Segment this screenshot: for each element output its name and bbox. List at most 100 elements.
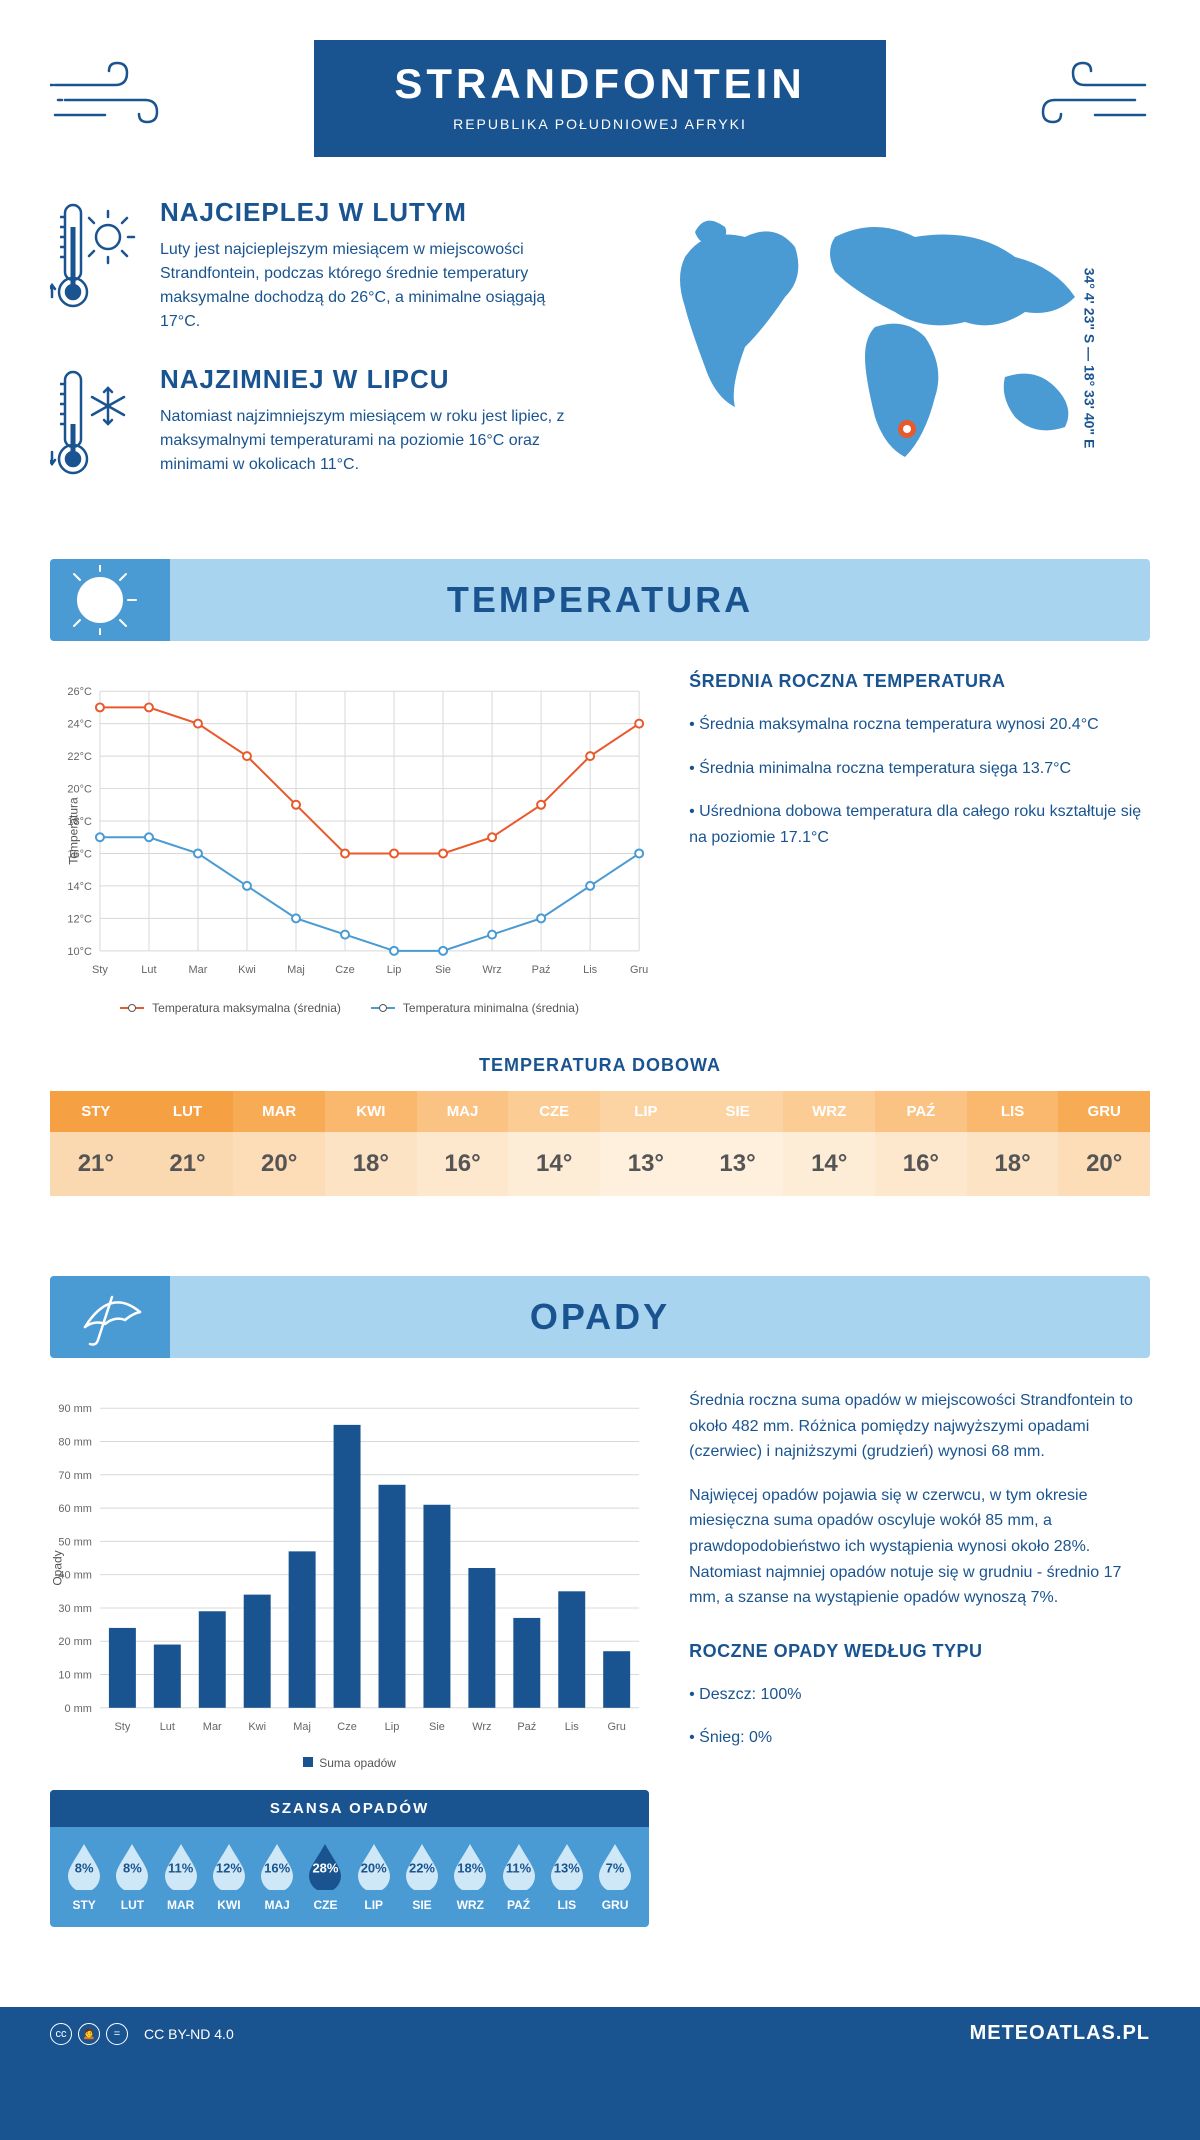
- site-name: METEOATLAS.PL: [970, 2022, 1150, 2045]
- chance-cell: 11% MAR: [157, 1842, 205, 1912]
- umbrella-icon: [50, 1276, 170, 1358]
- warmest-title: NAJCIEPLEJ W LUTYM: [160, 197, 580, 228]
- warmest-block: NAJCIEPLEJ W LUTYM Luty jest najcieplejs…: [50, 197, 580, 334]
- rain-chance-box: SZANSA OPADÓW 8% STY 8% LUT: [50, 1790, 649, 1927]
- svg-text:20°C: 20°C: [67, 784, 92, 796]
- sun-icon: [50, 559, 170, 641]
- svg-text:Mar: Mar: [189, 964, 208, 976]
- precip-bar-chart: Opady 0 mm10 mm20 mm30 mm40 mm50 mm60 mm…: [50, 1388, 649, 1748]
- svg-text:Lis: Lis: [583, 964, 598, 976]
- svg-text:30 mm: 30 mm: [58, 1603, 92, 1615]
- svg-text:10 mm: 10 mm: [58, 1670, 92, 1682]
- daily-cell: MAJ 16°: [417, 1091, 509, 1196]
- coldest-text: Natomiast najzimniejszym miesiącem w rok…: [160, 405, 580, 477]
- daily-cell: PAŹ 16°: [875, 1091, 967, 1196]
- svg-text:0 mm: 0 mm: [65, 1703, 92, 1715]
- svg-text:Gru: Gru: [630, 964, 648, 976]
- coldest-block: NAJZIMNIEJ W LIPCU Natomiast najzimniejs…: [50, 364, 580, 489]
- svg-text:Lip: Lip: [385, 1721, 400, 1733]
- temperature-line-chart: Temperatura 10°C12°C14°C16°C18°C20°C22°C…: [50, 671, 649, 991]
- temperature-title: TEMPERATURA: [80, 579, 1120, 621]
- license-text: CC BY-ND 4.0: [144, 2026, 234, 2042]
- svg-text:Lip: Lip: [387, 964, 402, 976]
- wind-icon: [50, 50, 180, 145]
- coordinates: 34° 4' 23" S — 18° 33' 40" E: [1082, 268, 1098, 449]
- svg-text:20 mm: 20 mm: [58, 1636, 92, 1648]
- precip-title: OPADY: [80, 1296, 1120, 1338]
- svg-text:Wrz: Wrz: [482, 964, 501, 976]
- header: STRANDFONTEIN REPUBLIKA POŁUDNIOWEJ AFRY…: [50, 40, 1150, 157]
- svg-text:Cze: Cze: [335, 964, 355, 976]
- svg-text:Maj: Maj: [293, 1721, 311, 1733]
- daily-cell: WRZ 14°: [783, 1091, 875, 1196]
- thermometer-sun-icon: [50, 197, 140, 334]
- coldest-title: NAJZIMNIEJ W LIPCU: [160, 364, 580, 395]
- page-subtitle: REPUBLIKA POŁUDNIOWEJ AFRYKI: [394, 116, 805, 132]
- chance-cell: 13% LIS: [543, 1842, 591, 1912]
- precip-section-banner: OPADY: [50, 1276, 1150, 1358]
- temp-legend: Temperatura maksymalna (średnia) Tempera…: [50, 1001, 649, 1015]
- chance-cell: 7% GRU: [591, 1842, 639, 1912]
- daily-cell: STY 21°: [50, 1091, 142, 1196]
- daily-cell: CZE 14°: [508, 1091, 600, 1196]
- svg-text:Lut: Lut: [141, 964, 156, 976]
- warmest-text: Luty jest najcieplejszym miesiącem w mie…: [160, 238, 580, 334]
- daily-cell: LIS 18°: [967, 1091, 1059, 1196]
- chance-cell: 22% SIE: [398, 1842, 446, 1912]
- chance-cell: 16% MAJ: [253, 1842, 301, 1912]
- svg-text:Paź: Paź: [517, 1721, 536, 1733]
- thermometer-snow-icon: [50, 364, 140, 489]
- precip-ylabel: Opady: [51, 1550, 65, 1585]
- svg-text:50 mm: 50 mm: [58, 1536, 92, 1548]
- daily-cell: MAR 20°: [233, 1091, 325, 1196]
- temp-stats-title: ŚREDNIA ROCZNA TEMPERATURA: [689, 671, 1150, 692]
- svg-text:Sie: Sie: [429, 1721, 445, 1733]
- svg-text:10°C: 10°C: [67, 946, 92, 958]
- svg-text:Cze: Cze: [337, 1721, 357, 1733]
- chance-cell: 28% CZE: [301, 1842, 349, 1912]
- daily-cell: SIE 13°: [692, 1091, 784, 1196]
- svg-text:90 mm: 90 mm: [58, 1403, 92, 1415]
- svg-text:Sie: Sie: [435, 964, 451, 976]
- svg-text:Sty: Sty: [114, 1721, 130, 1733]
- temp-stats: ŚREDNIA ROCZNA TEMPERATURA • Średnia mak…: [689, 671, 1150, 1015]
- daily-cell: LIP 13°: [600, 1091, 692, 1196]
- wind-icon: [1020, 50, 1150, 145]
- chance-title: SZANSA OPADÓW: [50, 1790, 649, 1827]
- svg-text:12°C: 12°C: [67, 913, 92, 925]
- svg-text:Maj: Maj: [287, 964, 305, 976]
- chance-cell: 11% PAŹ: [494, 1842, 542, 1912]
- svg-text:Sty: Sty: [92, 964, 108, 976]
- svg-text:14°C: 14°C: [67, 881, 92, 893]
- chance-cell: 12% KWI: [205, 1842, 253, 1912]
- svg-text:Kwi: Kwi: [248, 1721, 266, 1733]
- daily-cell: GRU 20°: [1058, 1091, 1150, 1196]
- daily-temp-table: STY 21° LUT 21° MAR 20° KWI 18° MAJ 16° …: [50, 1091, 1150, 1196]
- title-banner: STRANDFONTEIN REPUBLIKA POŁUDNIOWEJ AFRY…: [314, 40, 885, 157]
- svg-text:Mar: Mar: [203, 1721, 222, 1733]
- precip-type-title: ROCZNE OPADY WEDŁUG TYPU: [689, 1641, 1150, 1662]
- svg-text:80 mm: 80 mm: [58, 1437, 92, 1449]
- svg-text:Lut: Lut: [160, 1721, 175, 1733]
- svg-text:22°C: 22°C: [67, 751, 92, 763]
- chance-cell: 20% LIP: [350, 1842, 398, 1912]
- precip-stats: Średnia roczna suma opadów w miejscowośc…: [689, 1388, 1150, 1927]
- daily-cell: KWI 18°: [325, 1091, 417, 1196]
- daily-cell: LUT 21°: [142, 1091, 234, 1196]
- svg-text:26°C: 26°C: [67, 686, 92, 698]
- svg-text:Wrz: Wrz: [472, 1721, 491, 1733]
- chance-cell: 8% LUT: [108, 1842, 156, 1912]
- svg-text:Gru: Gru: [608, 1721, 626, 1733]
- svg-text:Kwi: Kwi: [238, 964, 256, 976]
- world-map: 34° 4' 23" S — 18° 33' 40" E: [620, 197, 1150, 519]
- temp-ylabel: Temperatura: [67, 797, 81, 864]
- svg-text:60 mm: 60 mm: [58, 1503, 92, 1515]
- daily-temp-title: TEMPERATURA DOBOWA: [50, 1055, 1150, 1076]
- page-title: STRANDFONTEIN: [394, 60, 805, 108]
- svg-text:70 mm: 70 mm: [58, 1470, 92, 1482]
- chance-cell: 8% STY: [60, 1842, 108, 1912]
- svg-text:Paź: Paź: [532, 964, 551, 976]
- chance-cell: 18% WRZ: [446, 1842, 494, 1912]
- temperature-section-banner: TEMPERATURA: [50, 559, 1150, 641]
- footer: cc 🙍 = CC BY-ND 4.0 METEOATLAS.PL: [0, 2007, 1200, 2060]
